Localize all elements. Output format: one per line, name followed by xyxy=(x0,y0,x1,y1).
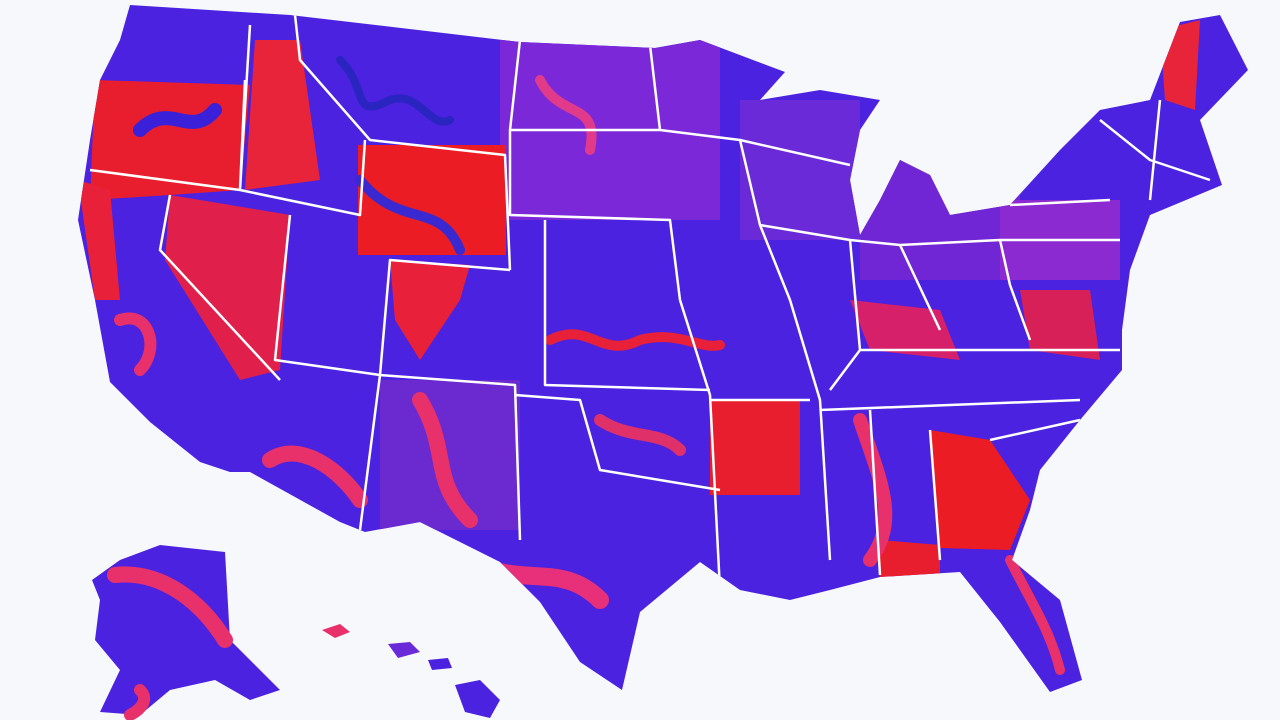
region xyxy=(710,400,800,495)
region xyxy=(78,180,120,300)
squiggle xyxy=(124,684,151,720)
region xyxy=(390,260,470,360)
region xyxy=(740,100,860,240)
island xyxy=(322,624,350,638)
island xyxy=(388,642,420,658)
region xyxy=(1020,290,1100,360)
island xyxy=(455,680,500,718)
region xyxy=(1160,20,1200,110)
squiggle xyxy=(107,566,233,648)
squiggle xyxy=(412,392,478,528)
squiggle xyxy=(545,329,725,351)
land xyxy=(92,545,280,715)
region xyxy=(880,540,940,577)
contiguous-us xyxy=(78,5,1248,692)
squiggle xyxy=(336,56,454,126)
squiggle xyxy=(114,312,157,376)
hawaii xyxy=(322,624,500,718)
squiggle xyxy=(262,445,368,508)
squiggle xyxy=(535,75,597,155)
squiggle xyxy=(1005,555,1065,675)
state-borders xyxy=(89,14,1211,591)
region xyxy=(930,430,1030,550)
squiggle xyxy=(133,103,222,137)
region xyxy=(245,40,320,190)
squiggle xyxy=(594,414,686,456)
region xyxy=(860,160,1020,280)
region xyxy=(165,195,290,380)
island xyxy=(428,658,452,670)
squiggles xyxy=(114,56,1065,675)
squiggle xyxy=(355,175,465,255)
region xyxy=(90,80,250,200)
alaska xyxy=(92,545,280,720)
